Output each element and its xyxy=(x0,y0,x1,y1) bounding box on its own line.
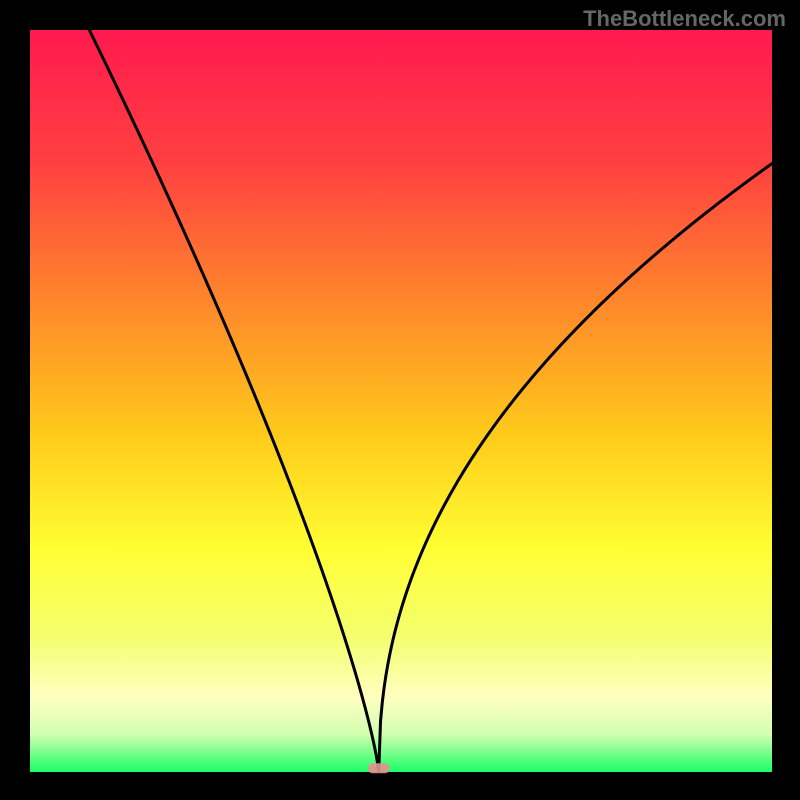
watermark-label: TheBottleneck.com xyxy=(583,6,786,32)
vertex-marker xyxy=(368,763,390,773)
chart-canvas xyxy=(0,0,800,800)
bottleneck-chart: TheBottleneck.com xyxy=(0,0,800,800)
